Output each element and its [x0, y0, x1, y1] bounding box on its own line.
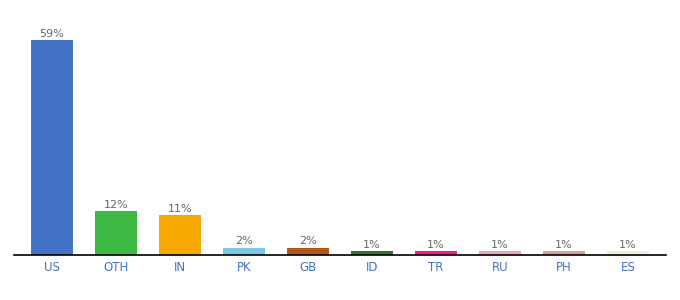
Text: 2%: 2%: [235, 236, 253, 246]
Bar: [415, 251, 457, 255]
Text: 11%: 11%: [168, 203, 192, 214]
Text: 1%: 1%: [491, 240, 509, 250]
Text: 1%: 1%: [619, 240, 636, 250]
Text: 12%: 12%: [103, 200, 129, 210]
Bar: [159, 215, 201, 255]
Text: 2%: 2%: [299, 236, 317, 246]
Bar: [95, 212, 137, 255]
Bar: [543, 251, 585, 255]
Bar: [223, 248, 265, 255]
Bar: [31, 40, 73, 255]
Bar: [351, 251, 393, 255]
Text: 59%: 59%: [39, 29, 65, 39]
Bar: [287, 248, 329, 255]
Text: 1%: 1%: [555, 240, 573, 250]
Text: 1%: 1%: [427, 240, 445, 250]
Text: 1%: 1%: [363, 240, 381, 250]
Bar: [607, 251, 649, 255]
Bar: [479, 251, 521, 255]
